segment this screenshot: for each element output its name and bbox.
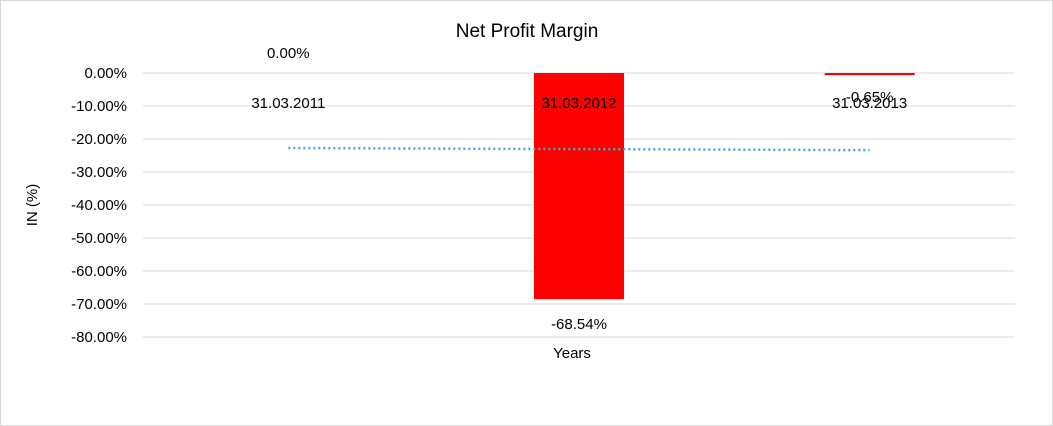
y-tick-label: -70.00% bbox=[71, 296, 127, 313]
data-label: -68.54% bbox=[551, 316, 607, 333]
bars bbox=[534, 73, 915, 300]
y-tick-label: -10.00% bbox=[71, 98, 127, 115]
y-tick-label: -40.00% bbox=[71, 197, 127, 214]
y-axis-title: IN (%) bbox=[24, 184, 41, 227]
bar bbox=[534, 73, 624, 300]
y-tick-label: -20.00% bbox=[71, 131, 127, 148]
category-label: 31.03.2011 bbox=[251, 95, 325, 112]
data-label: 0.00% bbox=[267, 45, 310, 62]
chart-title: Net Profit Margin bbox=[456, 21, 599, 42]
trendline-line bbox=[288, 146, 870, 152]
x-axis-title: Years bbox=[553, 345, 591, 362]
data-label: -0.65% bbox=[846, 89, 894, 106]
data-labels: 0.00% -68.54% -0.65% bbox=[267, 45, 893, 333]
y-tick-label: -60.00% bbox=[71, 263, 127, 280]
category-label: 31.03.2013 bbox=[832, 95, 907, 112]
category-labels: 31.03.2011 31.03.2012 31.03.2013 bbox=[251, 95, 907, 112]
y-tick-label: 0.00% bbox=[84, 65, 127, 82]
y-tick-label: -50.00% bbox=[71, 230, 127, 247]
bar bbox=[824, 73, 915, 76]
trendline bbox=[288, 146, 870, 152]
y-axis-ticks: 0.00% -10.00% -20.00% -30.00% -40.00% -50.00%… bbox=[71, 65, 127, 346]
category-label: 31.03.2012 bbox=[541, 95, 616, 112]
y-tick-label: -30.00% bbox=[71, 164, 127, 181]
y-tick-label: -80.00% bbox=[71, 329, 127, 346]
